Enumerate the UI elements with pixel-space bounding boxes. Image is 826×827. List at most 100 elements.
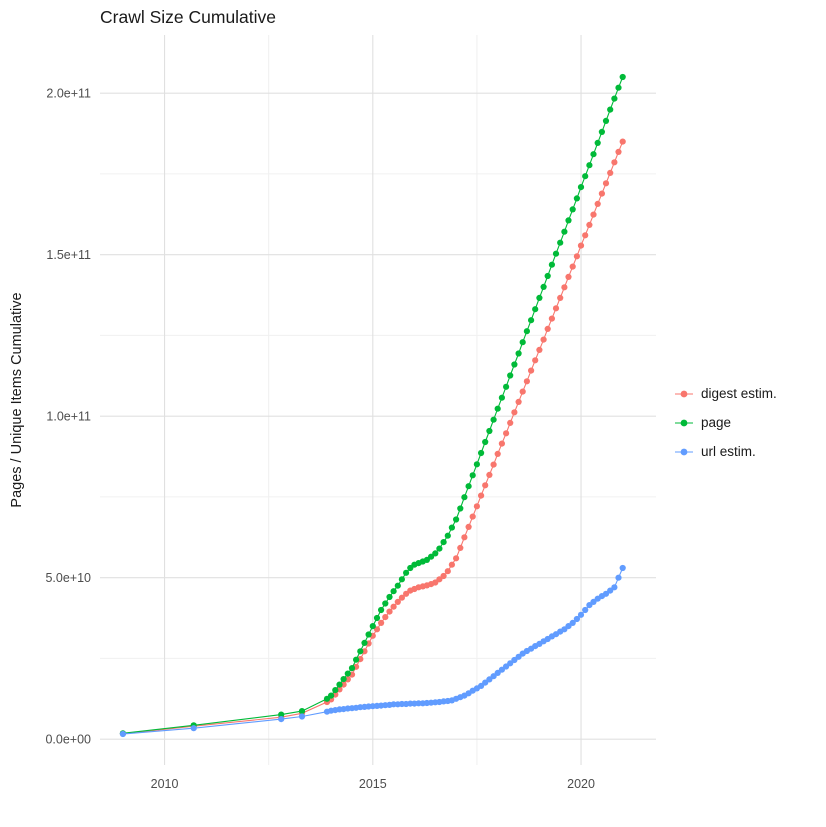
data-point-page (611, 95, 618, 102)
data-point-digest-estim (590, 211, 597, 218)
y-tick-label: 0.0e+00 (45, 733, 91, 747)
data-point-url-estim (582, 606, 589, 614)
data-point-page (586, 162, 593, 169)
legend-key-url-estim (675, 448, 693, 455)
data-point-digest-estim (457, 544, 464, 552)
data-point-digest-estim (557, 294, 564, 301)
data-point-digest-estim (436, 576, 443, 583)
data-point-digest-estim (598, 190, 606, 197)
data-point-page (573, 195, 581, 202)
data-point-page (394, 582, 401, 589)
data-point-page (298, 708, 306, 715)
legend-key-page (675, 419, 693, 426)
data-point-page (340, 676, 347, 683)
data-point-page (511, 361, 518, 368)
data-point-digest-estim (473, 503, 480, 510)
data-point-digest-estim (615, 148, 622, 155)
chart-title: Crawl Size Cumulative (100, 7, 277, 27)
data-point-page (440, 539, 447, 546)
data-point-page (577, 184, 585, 191)
data-point-digest-estim (577, 242, 585, 249)
x-tick-label: 2015 (359, 777, 387, 791)
x-tick-label: 2010 (151, 777, 179, 791)
data-point-url-estim (507, 660, 514, 667)
data-point-page (590, 151, 597, 158)
data-point-page (552, 250, 560, 257)
data-point-page (444, 532, 451, 539)
data-point-page (482, 438, 489, 446)
legend-key-digest-estim (675, 390, 693, 397)
data-point-digest-estim (573, 253, 581, 260)
data-point-page (336, 681, 343, 688)
data-point-page (478, 449, 485, 457)
data-point-page (486, 427, 493, 435)
data-point-page (615, 84, 622, 91)
data-point-digest-estim (523, 378, 531, 385)
data-point-digest-estim (536, 346, 543, 353)
data-point-digest-estim (490, 461, 497, 468)
data-point-page (361, 639, 368, 647)
data-point-page (373, 614, 381, 622)
legend-item-page: page (673, 408, 777, 437)
data-point-digest-estim (448, 561, 455, 568)
data-point-digest-estim (515, 398, 522, 405)
data-point-page (332, 687, 339, 694)
data-point-page (465, 483, 472, 490)
data-point-digest-estim (440, 572, 447, 580)
data-point-page (461, 494, 468, 501)
data-point-digest-estim (607, 169, 614, 176)
data-point-url-estim (494, 669, 501, 677)
data-point-digest-estim (378, 619, 385, 627)
data-point-page (378, 606, 385, 614)
data-point-page (528, 317, 535, 324)
data-point-digest-estim (386, 608, 393, 615)
data-point-page (423, 556, 430, 564)
data-point-url-estim (278, 716, 285, 723)
data-point-page (428, 553, 435, 560)
data-point-page (494, 405, 501, 412)
data-point-digest-estim (507, 419, 514, 426)
data-point-digest-estim (478, 492, 485, 499)
series-line-page (122, 76, 624, 734)
y-tick-label: 2.0e+11 (46, 87, 91, 101)
series-page (119, 73, 626, 737)
data-point-page (365, 631, 372, 638)
data-point-digest-estim (469, 513, 476, 520)
data-point-page (432, 550, 439, 557)
data-point-page (607, 106, 614, 113)
data-point-url-estim (577, 611, 585, 618)
data-point-digest-estim (540, 336, 547, 343)
data-point-url-estim (119, 730, 126, 738)
data-point-page (519, 339, 526, 346)
data-point-digest-estim (498, 440, 505, 447)
data-point-page (619, 73, 626, 81)
data-point-digest-estim (611, 159, 618, 166)
legend-item-digest-estim: digest estim. (673, 379, 777, 408)
data-point-page (344, 670, 351, 677)
minor-gridlines (100, 35, 656, 765)
data-point-digest-estim (390, 603, 397, 610)
data-point-page (473, 461, 480, 468)
data-point-digest-estim (511, 409, 518, 416)
data-point-digest-estim (482, 482, 489, 489)
data-point-page (398, 576, 405, 583)
data-point-digest-estim (544, 325, 551, 332)
data-point-url-estim (619, 564, 626, 572)
data-point-digest-estim (403, 590, 410, 597)
series-line-digest-estim (122, 141, 624, 735)
data-point-page (490, 416, 497, 423)
data-point-page (565, 217, 572, 224)
data-point-page (369, 623, 376, 630)
data-point-digest-estim (461, 534, 468, 541)
legend-key-point (680, 419, 688, 426)
data-point-page (507, 372, 514, 379)
data-point-digest-estim (532, 357, 539, 364)
data-point-digest-estim (394, 598, 401, 606)
data-point-url-estim (565, 623, 572, 630)
data-point-digest-estim (528, 367, 535, 374)
data-point-page (386, 593, 393, 601)
data-point-digest-estim (453, 555, 460, 562)
y-tick-label: 1.5e+11 (46, 248, 91, 262)
legend-label-digest-estim: digest estim. (701, 386, 777, 401)
